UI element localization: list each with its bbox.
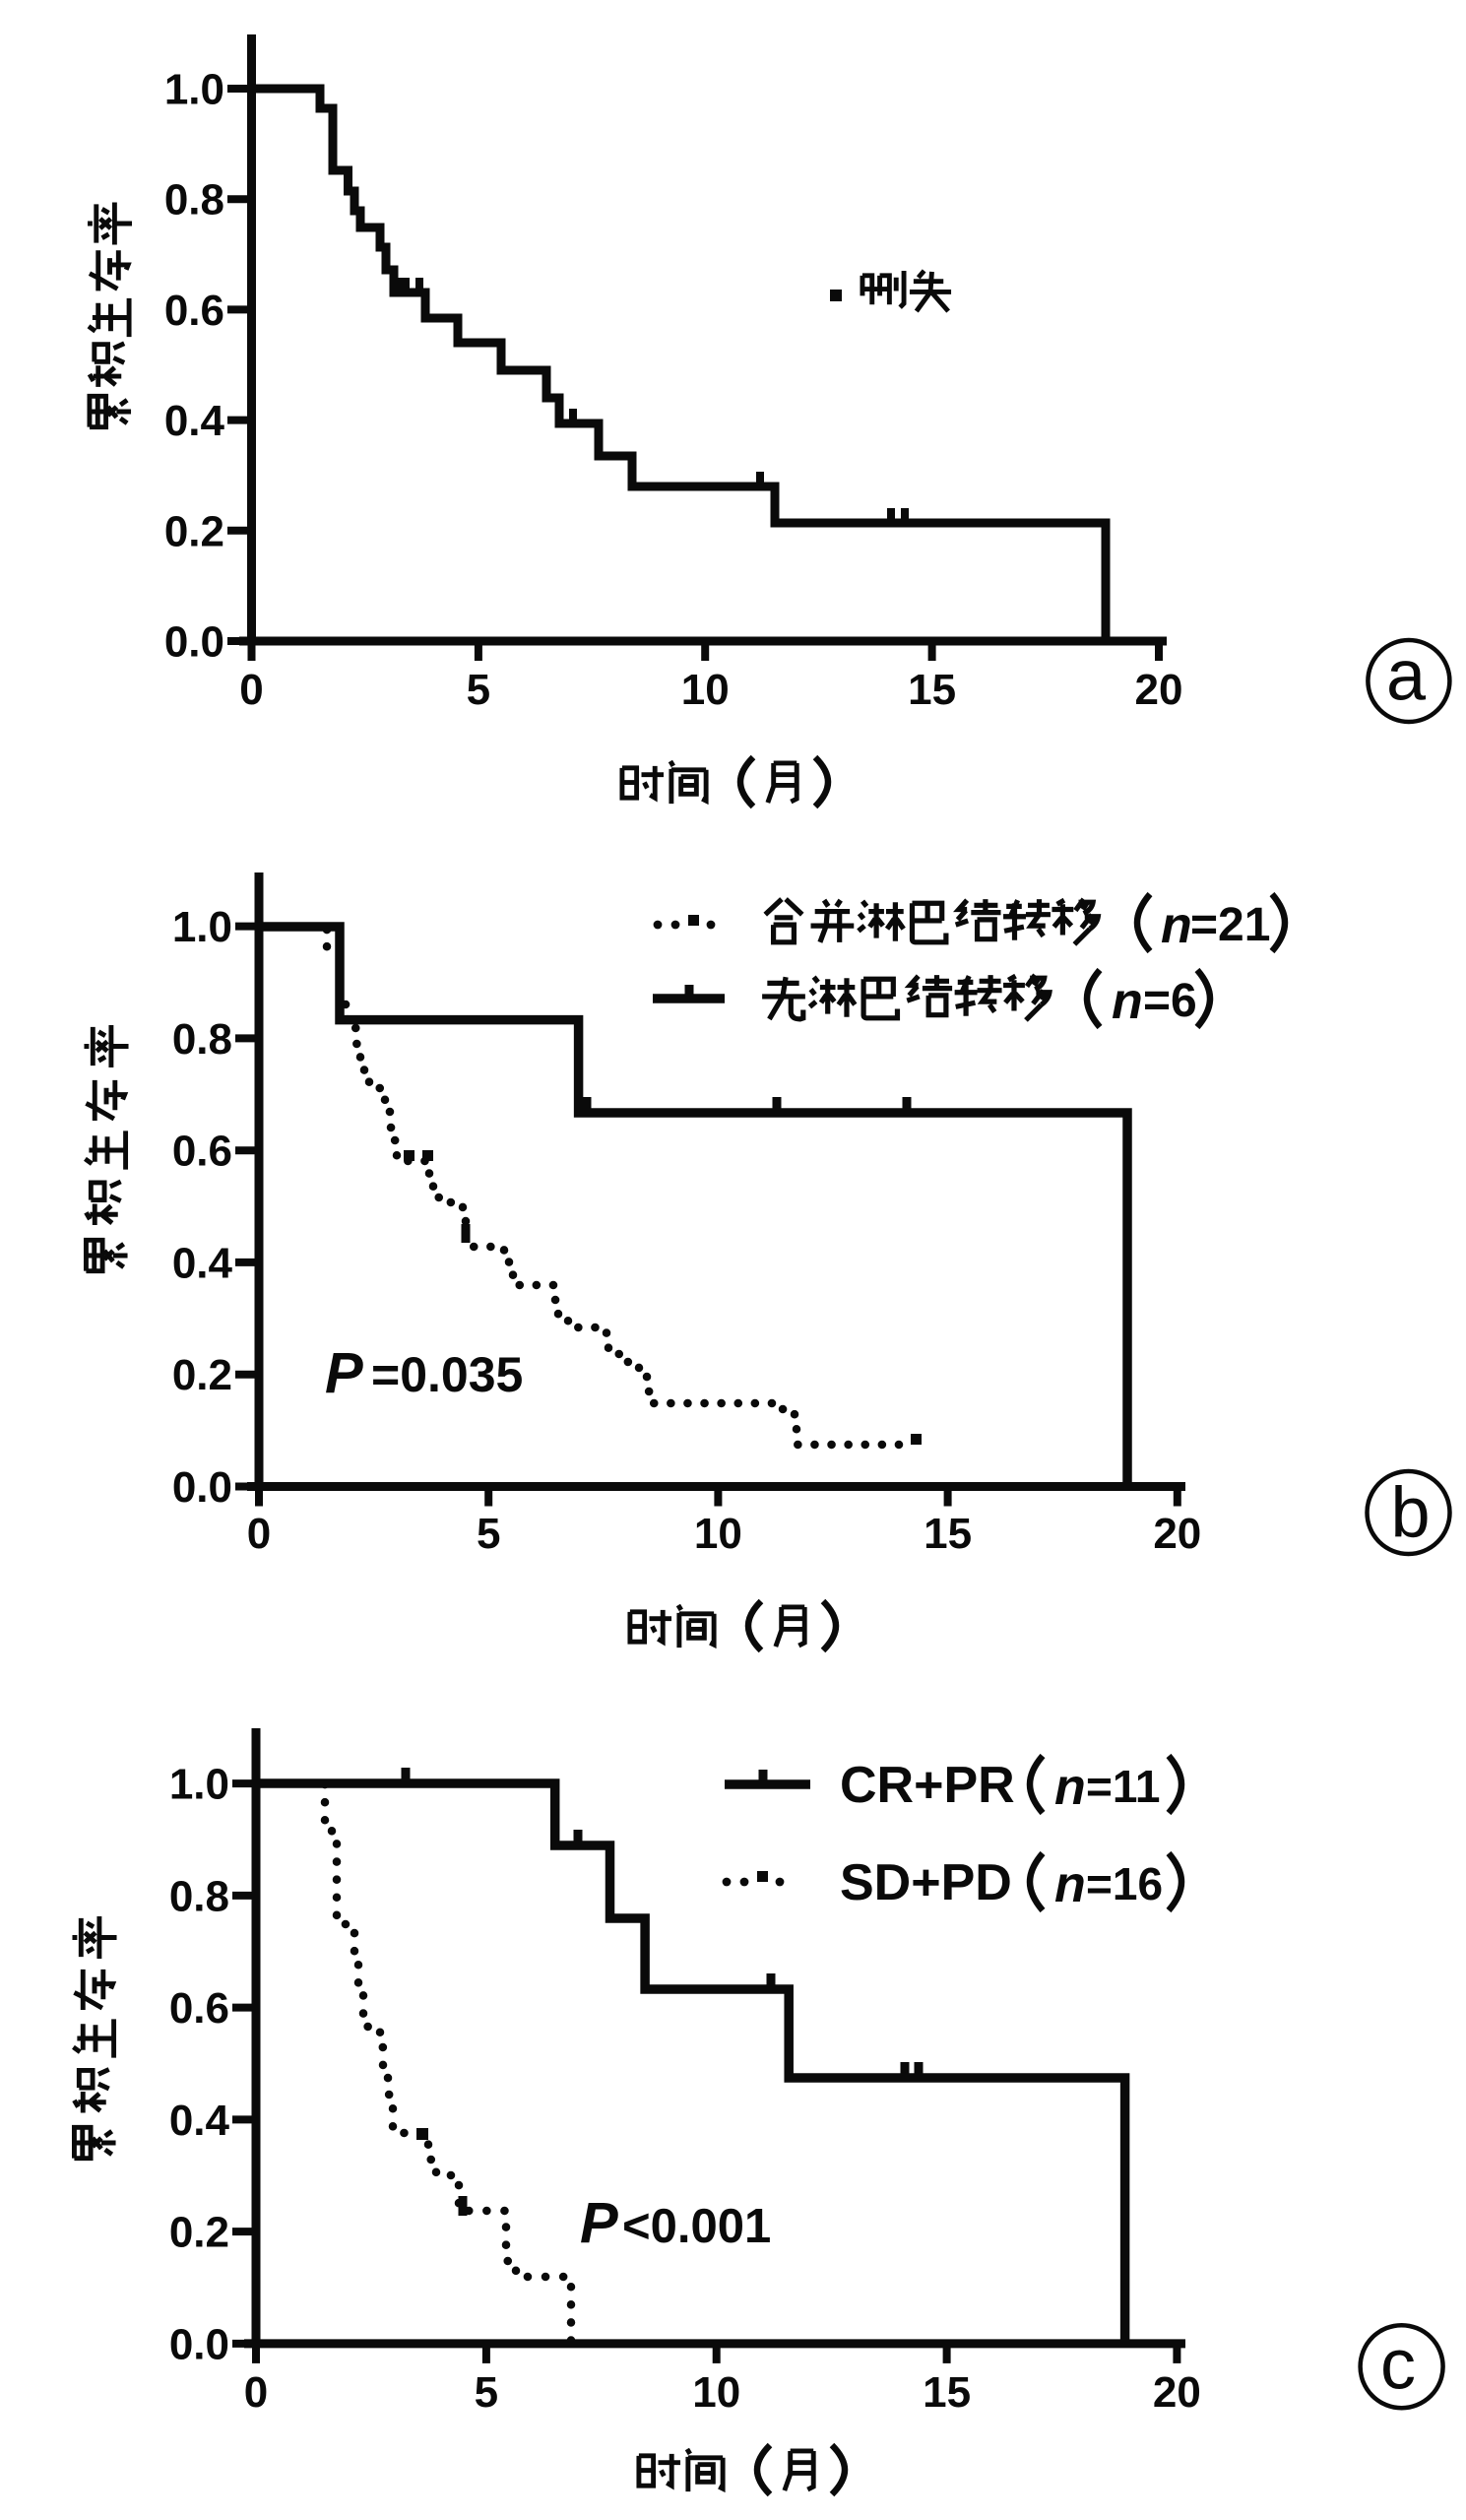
svg-text:<0.001: <0.001: [622, 2200, 771, 2253]
svg-text:=0.035: =0.035: [371, 1347, 523, 1402]
svg-text:20: 20: [1153, 2368, 1201, 2417]
svg-text:0.8: 0.8: [169, 1872, 229, 1920]
svg-text:5: 5: [467, 666, 490, 714]
svg-text:0.2: 0.2: [172, 1351, 232, 1399]
svg-text:0.6: 0.6: [172, 1128, 232, 1176]
svg-text:n: n: [1161, 897, 1192, 954]
svg-text:n: n: [1112, 973, 1143, 1030]
svg-text:b: b: [1390, 1473, 1430, 1552]
svg-text:=6: =6: [1143, 975, 1197, 1027]
svg-text:0.2: 0.2: [164, 507, 224, 555]
svg-text:SD+PD: SD+PD: [840, 1854, 1012, 1911]
svg-text:0.0: 0.0: [169, 2320, 229, 2368]
svg-text:15: 15: [923, 2368, 971, 2417]
svg-text:1.0: 1.0: [164, 66, 224, 114]
svg-text:10: 10: [694, 1510, 742, 1558]
svg-text:0.0: 0.0: [172, 1463, 232, 1512]
svg-text:=21: =21: [1190, 899, 1270, 951]
svg-text:0.8: 0.8: [164, 176, 224, 225]
svg-text:CR+PR: CR+PR: [840, 1757, 1015, 1814]
svg-text:0.8: 0.8: [172, 1015, 232, 1064]
svg-text:1.0: 1.0: [172, 903, 232, 951]
svg-text:0: 0: [244, 2368, 268, 2417]
svg-text:=16: =16: [1086, 1858, 1163, 1909]
svg-text:0.4: 0.4: [169, 2097, 230, 2145]
svg-text:20: 20: [1135, 666, 1183, 714]
svg-text:P: P: [580, 2191, 618, 2255]
svg-text:5: 5: [477, 1510, 500, 1558]
svg-text:n: n: [1054, 1759, 1086, 1816]
svg-text:1.0: 1.0: [169, 1761, 229, 1809]
svg-text:P: P: [325, 1341, 363, 1405]
svg-text:c: c: [1380, 2326, 1416, 2405]
svg-text:15: 15: [924, 1510, 972, 1558]
svg-text:15: 15: [908, 666, 956, 714]
svg-text:0: 0: [247, 1510, 271, 1558]
svg-text:0.4: 0.4: [172, 1239, 233, 1287]
svg-text:10: 10: [681, 666, 730, 714]
svg-text:10: 10: [692, 2368, 740, 2417]
svg-text:0.6: 0.6: [169, 1984, 229, 2033]
svg-text:0.0: 0.0: [164, 618, 224, 667]
svg-text:=11: =11: [1086, 1761, 1161, 1812]
svg-text:0.2: 0.2: [169, 2209, 229, 2257]
svg-text:5: 5: [475, 2368, 498, 2417]
svg-text:n: n: [1054, 1856, 1086, 1913]
svg-text:0.4: 0.4: [164, 397, 225, 445]
svg-text:20: 20: [1153, 1510, 1201, 1558]
svg-text:0: 0: [239, 666, 263, 714]
svg-text:a: a: [1386, 637, 1427, 716]
svg-text:0.6: 0.6: [164, 287, 224, 335]
